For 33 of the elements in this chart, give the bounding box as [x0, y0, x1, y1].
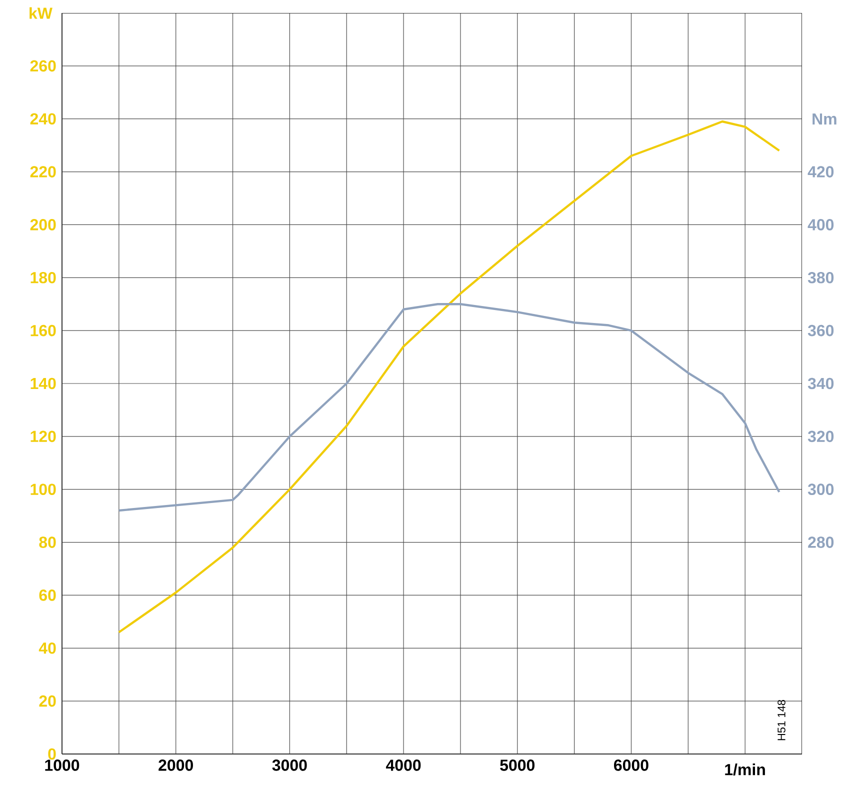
y2-tick-label: 420	[808, 166, 834, 178]
y-axis-title: kW	[30, 7, 52, 19]
x-tick-label: 6000	[614, 760, 648, 771]
y-tick-label: 100	[30, 484, 56, 496]
x-axis-title: 1/min	[725, 764, 765, 776]
y2-axis-title: Nm	[812, 113, 836, 124]
y-tick-label: 140	[30, 378, 56, 390]
y-tick-label: 40	[38, 642, 56, 654]
y-tick-label: 240	[30, 113, 56, 125]
x-tick-label: 4000	[386, 760, 421, 771]
y-tick-label: 260	[30, 60, 56, 72]
y-tick-label: 120	[30, 430, 56, 442]
x-tick-label: 1000	[45, 760, 80, 771]
y-tick-label: 200	[30, 219, 56, 230]
y-tick-label: 20	[39, 695, 56, 707]
y2-tick-label: 400	[808, 219, 834, 230]
y-tick-label: 160	[30, 324, 56, 336]
y-tick-label: 0	[48, 748, 56, 760]
y2-tick-label: 280	[808, 536, 834, 548]
y-tick-label: 180	[30, 272, 56, 284]
x-tick-label: 3000	[272, 760, 307, 771]
y-tick-label: 220	[30, 166, 56, 178]
y-tick-label: 80	[39, 536, 56, 548]
y2-tick-label: 360	[808, 324, 834, 336]
annotation: H51 148	[778, 700, 786, 740]
y2-tick-label: 320	[808, 430, 834, 442]
line-series	[118, 120, 780, 634]
y2-tick-label: 340	[808, 378, 834, 390]
y2-tick-label: 300	[808, 484, 834, 496]
y-tick-label: 60	[39, 590, 56, 601]
x-tick-label: 5000	[500, 760, 535, 771]
x-tick-label: 2000	[158, 760, 193, 771]
y2-tick-label: 380	[808, 272, 834, 284]
